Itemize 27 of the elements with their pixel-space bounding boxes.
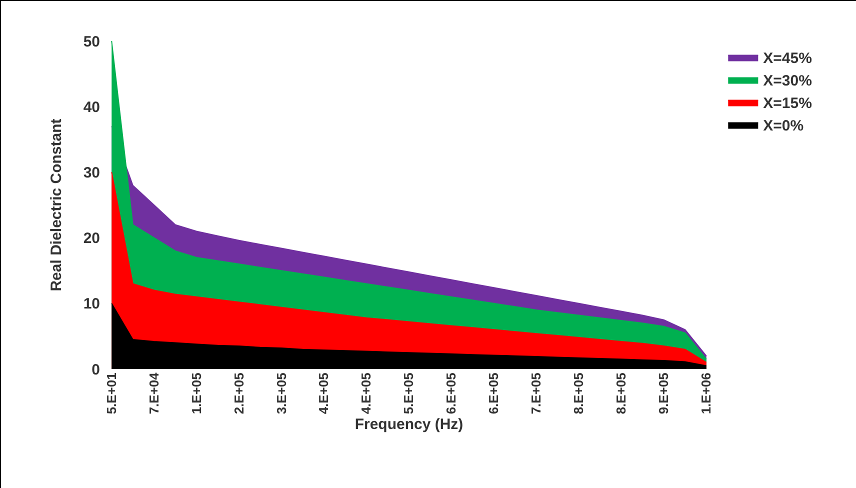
y-tick-label: 10 bbox=[83, 296, 100, 313]
x-tick-label: 8.E+05 bbox=[571, 372, 586, 414]
x-tick-label: 6.E+05 bbox=[444, 372, 459, 414]
legend-label: X=15% bbox=[763, 95, 812, 112]
x-tick-label: 8.E+05 bbox=[614, 372, 629, 414]
x-tick-label: 4.E+05 bbox=[358, 372, 374, 414]
y-tick-label: 40 bbox=[83, 98, 100, 116]
y-tick-label: 0 bbox=[92, 361, 100, 378]
x-tick-label: 7.E+05 bbox=[528, 372, 544, 414]
legend-label: X=0% bbox=[763, 118, 804, 135]
legend-label: X=45% bbox=[763, 50, 812, 68]
y-tick-label: 30 bbox=[83, 164, 100, 182]
x-tick-label: 9.E+05 bbox=[656, 372, 672, 414]
y-tick-label: 20 bbox=[83, 230, 100, 248]
y-axis-title: Real Dielectric Constant bbox=[48, 118, 65, 292]
x-tick-label: 5.E+05 bbox=[401, 372, 416, 414]
x-tick-label: 7.E+04 bbox=[146, 372, 162, 414]
x-tick-label: 6.E+05 bbox=[486, 372, 502, 414]
x-tick-label: 3.E+05 bbox=[274, 372, 289, 414]
x-tick-label: 1.E+05 bbox=[188, 372, 204, 414]
legend-label: X=30% bbox=[763, 72, 812, 90]
x-axis-title: Frequency (Hz) bbox=[354, 416, 464, 434]
y-tick-label: 50 bbox=[83, 33, 100, 50]
x-tick-label: 2.E+05 bbox=[231, 372, 246, 414]
x-tick-label: 4.E+05 bbox=[316, 372, 332, 414]
x-tick-label: 1.E+06 bbox=[698, 372, 714, 414]
x-tick-label: 5.E+01 bbox=[104, 372, 119, 414]
